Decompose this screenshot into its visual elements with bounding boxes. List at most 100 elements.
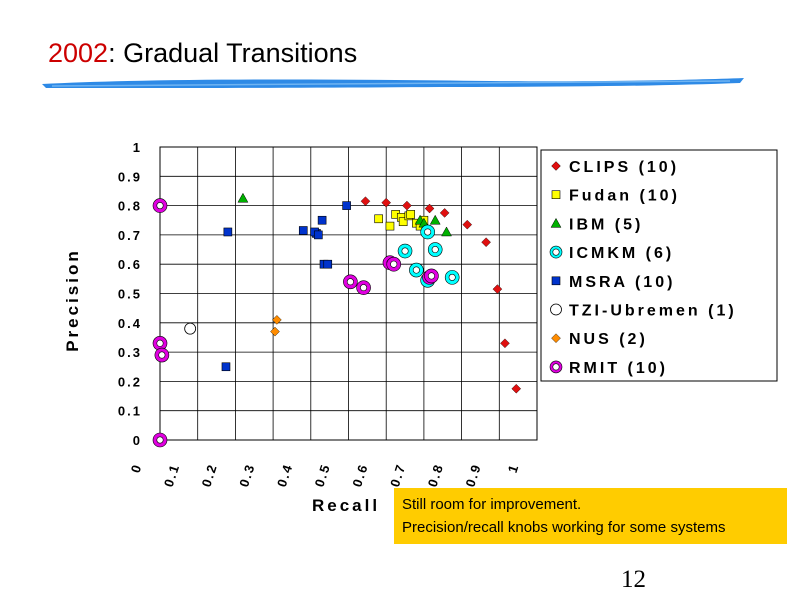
title-underline-brush xyxy=(42,78,744,88)
note-line-2: Precision/recall knobs working for some … xyxy=(402,519,726,536)
title-year: 2002 xyxy=(48,38,109,68)
x-tick-label: 0 xyxy=(128,461,145,474)
legend: CLIPS (10) Fudan (10) IBM (5) ICMKM (6) MSRA… xyxy=(549,159,734,377)
data-point xyxy=(462,219,473,230)
x-tick-label: 0.2 xyxy=(199,461,221,489)
y-tick-label: 0.8 xyxy=(118,199,142,214)
y-tick-label: 0.6 xyxy=(118,257,142,272)
data-point-hole xyxy=(360,284,368,292)
note-box: Still room for improvement. Precision/re… xyxy=(394,488,787,544)
series-2 xyxy=(237,192,452,237)
x-axis-label: Recall xyxy=(312,496,380,515)
data-points xyxy=(152,192,522,448)
x-tick-label: 0.1 xyxy=(161,461,183,489)
legend-marker xyxy=(550,303,562,316)
data-point-hole xyxy=(424,228,432,236)
legend-marker xyxy=(551,161,561,171)
data-point-hole xyxy=(412,266,420,274)
data-point xyxy=(424,203,435,214)
y-tick-label: 0 xyxy=(133,433,142,448)
y-tick-label: 0.2 xyxy=(118,374,142,389)
x-tick-label: 0.8 xyxy=(425,461,447,489)
y-tick-label: 0.1 xyxy=(118,404,142,419)
legend-label: ICMKM (6) xyxy=(569,245,674,262)
data-point xyxy=(221,362,231,372)
data-point-hole xyxy=(431,246,439,254)
data-point xyxy=(398,217,408,227)
legend-frame xyxy=(540,149,778,382)
x-tick-label: 0.3 xyxy=(236,461,258,489)
x-tick-labels: 0 0.1 0.2 0.3 0.4 0.5 0.6 0.7 0.8 0.9 1 xyxy=(128,461,522,489)
y-axis-label: Precision xyxy=(63,248,82,352)
data-point-hole xyxy=(346,278,354,286)
legend-item: MSRA (10) xyxy=(551,274,675,291)
note-line-1: Still room for improvement. xyxy=(402,496,582,513)
series-7 xyxy=(152,198,439,448)
legend-item: CLIPS (10) xyxy=(551,159,679,176)
y-tick-labels: 0 0.1 0.2 0.3 0.4 0.5 0.6 0.7 0.8 0.9 1 xyxy=(118,140,142,448)
data-point xyxy=(402,200,412,211)
series-5 xyxy=(184,322,197,335)
series-4 xyxy=(221,201,351,372)
legend-item: TZI-Ubremen (1) xyxy=(550,303,734,320)
data-point xyxy=(511,383,522,394)
legend-item: RMIT (10) xyxy=(549,360,668,377)
data-point xyxy=(481,237,491,248)
legend-marker xyxy=(551,276,561,286)
data-point xyxy=(381,197,391,208)
data-point xyxy=(314,230,323,240)
y-tick-label: 0.4 xyxy=(118,316,142,331)
x-tick-label: 0.9 xyxy=(462,461,484,489)
x-tick-label: 0.6 xyxy=(349,461,371,489)
legend-label: MSRA (10) xyxy=(569,274,675,291)
data-point xyxy=(272,315,282,325)
x-tick-label: 0.5 xyxy=(312,461,334,489)
legend-label: Fudan (10) xyxy=(569,188,680,205)
series-0 xyxy=(360,196,522,394)
data-point-hole xyxy=(401,247,409,255)
legend-marker-hole xyxy=(552,248,560,256)
legend-item: NUS (2) xyxy=(551,331,645,348)
data-point xyxy=(406,210,416,219)
data-point xyxy=(270,326,280,337)
legend-label: IBM (5) xyxy=(569,216,643,233)
data-point xyxy=(500,338,510,349)
data-point xyxy=(385,221,395,231)
data-point xyxy=(323,259,333,269)
legend-item: IBM (5) xyxy=(550,216,643,233)
legend-marker xyxy=(550,217,562,228)
y-tick-label: 0.5 xyxy=(118,287,142,302)
legend-label: CLIPS (10) xyxy=(569,159,679,176)
data-point-hole xyxy=(156,339,164,347)
legend-marker xyxy=(551,333,561,343)
data-point xyxy=(360,196,371,206)
page-number: 12 xyxy=(621,566,646,593)
data-point xyxy=(492,284,503,294)
slide-title: 2002: Gradual Transitions xyxy=(48,38,357,69)
data-point xyxy=(342,201,351,210)
legend-marker xyxy=(551,190,561,199)
data-point-hole xyxy=(448,273,456,281)
x-tick-label: 0.4 xyxy=(274,461,296,489)
y-tick-label: 0.9 xyxy=(118,169,142,184)
x-tick-label: 1 xyxy=(505,461,522,474)
data-point xyxy=(298,226,308,235)
x-tick-label: 0.7 xyxy=(387,461,409,489)
data-point xyxy=(237,192,249,203)
legend-item: Fudan (10) xyxy=(551,188,680,205)
data-point-hole xyxy=(156,436,164,444)
series-3 xyxy=(397,224,460,288)
chart-grid xyxy=(159,146,538,441)
title-text: : Gradual Transitions xyxy=(108,38,358,68)
data-point-hole xyxy=(427,272,435,280)
legend-label: RMIT (10) xyxy=(569,360,668,377)
data-point-hole xyxy=(158,351,166,359)
legend-item: ICMKM (6) xyxy=(549,245,674,262)
legend-marker-hole xyxy=(552,363,560,371)
y-tick-label: 1 xyxy=(133,140,142,155)
data-point xyxy=(374,214,383,224)
data-point-hole xyxy=(390,260,398,268)
y-tick-label: 0.7 xyxy=(118,228,142,243)
plot-area-frame xyxy=(159,146,538,441)
